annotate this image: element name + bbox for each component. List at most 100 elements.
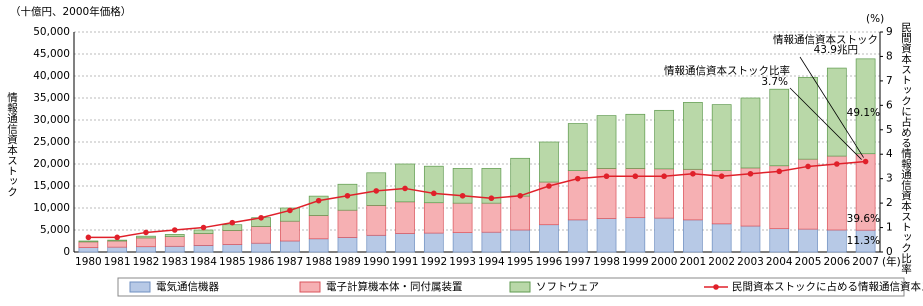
bar-segment [308, 215, 329, 240]
ratio-point [459, 192, 466, 199]
y2-tick-label: 8 [886, 50, 893, 62]
bar-segment [567, 219, 588, 253]
bar-segment [107, 239, 128, 242]
annotation: 39.6% [847, 213, 880, 225]
bar-segment [740, 97, 761, 169]
annotation-arrow [789, 87, 862, 160]
bar-segment [711, 104, 732, 171]
x-tick-label: 1984 [190, 256, 217, 268]
bar-segment [280, 240, 300, 253]
x-tick-label: 2001 [680, 256, 707, 268]
ratio-point [517, 192, 523, 199]
bar-segment [740, 225, 761, 253]
ratio-point [229, 219, 236, 226]
y2-axis-title: 民間資本ストックに占める情報通信資本ストック比率 [900, 22, 912, 275]
bar-segment [481, 168, 502, 204]
bar-segment [136, 235, 156, 239]
x-tick-label: 1987 [277, 256, 304, 268]
annotation: 11.3% [847, 235, 880, 247]
ratio-point [546, 183, 552, 189]
bar-segment [193, 233, 214, 246]
bar-segment [452, 232, 473, 253]
annotation: 情報通信資本ストック [773, 33, 878, 46]
x-tick-label: 2000 [651, 256, 678, 268]
bar-segment [798, 228, 818, 253]
x-tick-label: 1990 [363, 256, 390, 268]
y-unit-label: （十億円、2000年価格） [10, 5, 131, 18]
bar-segment [452, 202, 473, 233]
ratio-point [862, 158, 869, 165]
bar-segment [78, 241, 99, 248]
bar-segment [107, 246, 128, 253]
bar-segment [654, 109, 674, 170]
ratio-point [258, 214, 264, 221]
bar-segment [769, 228, 790, 253]
bar-segment [539, 224, 559, 253]
x-tick-label: 1983 [161, 256, 188, 268]
x-tick-label: 2002 [708, 256, 735, 268]
y-tick-label: 0 [63, 246, 70, 258]
y2-tick-label: 9 [886, 26, 893, 38]
legend-label: 電気通信機器 [156, 280, 219, 293]
x-tick-label: 2003 [737, 256, 764, 268]
bar-segment [136, 246, 156, 253]
ratio-point [143, 229, 149, 236]
ratio-point [114, 234, 120, 241]
annotation-arrow [799, 56, 864, 158]
x-tick-label: 1994 [478, 256, 505, 268]
y-tick-label: 50,000 [33, 26, 70, 38]
ratio-point [402, 185, 408, 192]
bar-segment [107, 240, 128, 248]
bar-segment [337, 237, 358, 253]
x-unit-label: (年) [882, 255, 901, 268]
bar-segment [136, 237, 156, 248]
bar-segment [510, 195, 531, 231]
bar-segment [164, 234, 185, 237]
x-tick-label: 1989 [334, 256, 361, 268]
bar-segment [826, 155, 847, 231]
ratio-point [661, 173, 667, 180]
bar-segment [423, 232, 444, 253]
x-tick-label: 1985 [219, 256, 246, 268]
y-tick-label: 10,000 [33, 202, 70, 214]
bar-segment [337, 209, 358, 238]
ratio-point [776, 168, 783, 175]
y-tick-label: 40,000 [33, 70, 70, 82]
legend-label: 民間資本ストックに占める情報通信資本ストック比率 [732, 280, 923, 293]
legend-swatch [129, 281, 151, 293]
x-tick-label: 1980 [75, 256, 102, 268]
legend-label: 電子計算機本体・同付属装置 [326, 280, 463, 293]
bar-segment [164, 245, 185, 253]
bar-segment [711, 223, 732, 253]
y2-tick-label: 6 [886, 99, 893, 111]
bar-segment [826, 229, 847, 253]
x-tick-label: 2004 [766, 256, 793, 268]
x-tick-label: 1992 [420, 256, 447, 268]
bar-segment [423, 202, 444, 234]
ratio-point [373, 188, 380, 194]
bar-segment [826, 67, 847, 157]
x-tick-label: 1995 [507, 256, 534, 268]
x-tick-label: 1998 [593, 256, 620, 268]
x-tick-label: 1996 [536, 256, 563, 268]
bar-segment [251, 226, 271, 244]
bar-segment [78, 240, 99, 243]
x-tick-label: 1982 [133, 256, 160, 268]
ratio-point [431, 190, 437, 197]
bar-segment [222, 230, 243, 245]
bar-segment [510, 157, 531, 197]
annotation: 情報通信資本ストック比率 [664, 64, 790, 77]
bar-segment [222, 244, 243, 253]
legend-label: ソフトウェア [536, 281, 599, 293]
bar-segment [596, 115, 617, 169]
x-tick-label: 1993 [449, 256, 476, 268]
bar-segment [366, 234, 387, 253]
annotation: 43.9兆円 [814, 44, 858, 56]
y2-tick-label: 5 [886, 124, 893, 136]
y-tick-label: 15,000 [33, 180, 70, 192]
ratio-point [834, 161, 840, 167]
x-tick-label: 1988 [305, 256, 332, 268]
y2-tick-label: 1 [886, 222, 893, 234]
y2-tick-label: 3 [886, 173, 893, 185]
